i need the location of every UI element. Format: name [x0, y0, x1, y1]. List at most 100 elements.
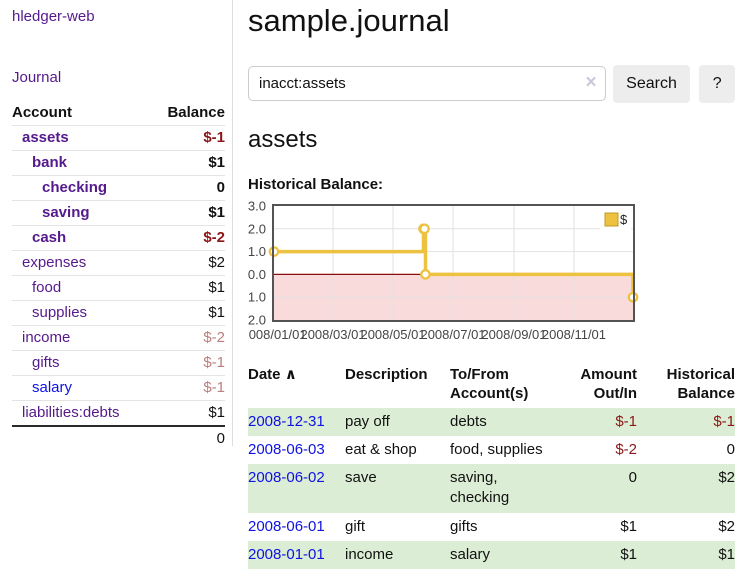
transaction-balance: $2: [637, 513, 735, 541]
account-balance: $1: [151, 276, 225, 301]
chart-y-tick-label: 3.0: [248, 200, 266, 214]
search-input[interactable]: [248, 66, 606, 101]
historical-balance-chart: $3.02.01.00.0-1.0-2.02008/01/012008/03/0…: [248, 200, 735, 350]
account-link[interactable]: saving: [42, 204, 90, 221]
chart-x-tick-label: 2008/05/01: [360, 327, 425, 342]
account-link[interactable]: salary: [32, 379, 72, 396]
accounts-header-balance: Balance: [151, 101, 225, 126]
chart-x-tick-label: 2008/01/01: [248, 327, 307, 342]
chart-x-tick-label: 2008/09/01: [481, 327, 546, 342]
account-balance: $-2: [151, 326, 225, 351]
account-link[interactable]: expenses: [22, 254, 86, 271]
transaction-date-link[interactable]: 2008-06-01: [248, 518, 325, 535]
account-row: checking 0: [12, 176, 225, 201]
register-header-amount: Amount Out/In: [560, 361, 637, 408]
date-header-label: Date: [248, 366, 281, 383]
transaction-amount: $-1: [560, 408, 637, 436]
account-link[interactable]: food: [32, 279, 61, 296]
transaction-description: gift: [345, 513, 450, 541]
chart-y-tick-label: -1.0: [248, 289, 266, 304]
chart-legend-swatch: [605, 213, 618, 226]
transaction-account: salary: [450, 546, 490, 563]
sidebar: hledger-web Journal Account Balance asse…: [0, 0, 233, 446]
accounts-table: Account Balance assets $-1 bank $1 checking 0…: [12, 101, 225, 451]
transaction-balance: $1: [637, 541, 735, 569]
chart-y-tick-label: 2.0: [248, 221, 266, 236]
account-link[interactable]: income: [22, 329, 70, 346]
search-button[interactable]: Search: [613, 65, 691, 103]
transaction-date-link[interactable]: 2008-01-01: [248, 546, 325, 563]
chart-y-tick-label: -2.0: [248, 312, 266, 327]
account-heading: assets: [248, 126, 735, 155]
chart-x-tick-label: 2008/07/01: [420, 327, 485, 342]
transaction-date-link[interactable]: 2008-06-03: [248, 441, 325, 458]
register-header-accounts: To/From Account(s): [450, 361, 560, 408]
account-row: bank $1: [12, 151, 225, 176]
transaction-amount: $1: [560, 513, 637, 541]
account-balance: $2: [151, 251, 225, 276]
transaction-description: eat & shop: [345, 436, 450, 464]
help-button[interactable]: ?: [699, 65, 735, 103]
transaction-amount: 0: [560, 464, 637, 513]
register-row[interactable]: 2008-06-02 savesaving, checking 0$2: [248, 464, 735, 513]
search-box: ×: [248, 65, 606, 103]
account-link[interactable]: checking: [42, 179, 107, 196]
account-row: supplies $1: [12, 301, 225, 326]
transaction-amount: $-2: [560, 436, 637, 464]
account-link[interactable]: supplies: [32, 304, 87, 321]
register-header-description: Description: [345, 361, 450, 408]
register-header-row: Date ∧ Description To/From Account(s) Am…: [248, 361, 735, 408]
accounts-header-row: Account Balance: [12, 101, 225, 126]
transaction-date-link[interactable]: 2008-06-02: [248, 469, 325, 486]
chart-data-point: [420, 224, 428, 232]
transaction-description: save: [345, 464, 450, 513]
register-row[interactable]: 2008-06-03eat & shopfood, supplies$-20: [248, 436, 735, 464]
chart-x-tick-label: 2008/03/01: [300, 327, 365, 342]
sidebar-item-journal[interactable]: Journal: [12, 69, 224, 86]
account-row: saving$1: [12, 201, 225, 226]
register-header-balance: Historical Balance: [637, 361, 735, 408]
transaction-date-link[interactable]: 2008-12-31: [248, 413, 325, 430]
account-row: liabilities:debts $1: [12, 401, 225, 427]
chart-legend-label: $: [620, 212, 628, 227]
chart-y-tick-label: 0.0: [248, 266, 266, 281]
transaction-balance: 0: [637, 436, 735, 464]
transaction-balance: $-1: [637, 408, 735, 436]
search-form: × Search ?: [248, 65, 735, 103]
account-row: income $-2: [12, 326, 225, 351]
transaction-account: gifts: [450, 518, 478, 535]
transaction-account: checking: [450, 489, 509, 506]
transaction-description: income: [345, 541, 450, 569]
transaction-account: saving,: [450, 469, 498, 486]
transaction-balance: $2: [637, 464, 735, 513]
account-link[interactable]: cash: [32, 229, 66, 246]
transaction-amount: $1: [560, 541, 637, 569]
account-link[interactable]: assets: [22, 129, 69, 146]
account-balance: $1: [151, 301, 225, 326]
main-content: sample.journal × Search ? assets Histori…: [248, 0, 735, 569]
account-balance: 0: [151, 176, 225, 201]
account-link[interactable]: liabilities:debts: [22, 404, 120, 421]
transaction-account: debts: [450, 413, 487, 430]
account-balance: $1: [151, 151, 225, 176]
transaction-account: food,: [450, 441, 483, 458]
clear-search-icon[interactable]: ×: [585, 73, 596, 92]
account-link[interactable]: bank: [32, 154, 67, 171]
account-balance: $-1: [151, 351, 225, 376]
page-title: sample.journal: [248, 2, 735, 41]
account-balance: $-1: [151, 376, 225, 401]
account-row: food $1: [12, 276, 225, 301]
transaction-description: pay off: [345, 408, 450, 436]
register-table: Date ∧ Description To/From Account(s) Am…: [248, 361, 735, 570]
register-row[interactable]: 2008-06-01 giftgifts $1$2: [248, 513, 735, 541]
account-link[interactable]: gifts: [32, 354, 60, 371]
accounts-header-account: Account: [12, 101, 151, 126]
account-balance: $1: [151, 401, 225, 427]
app-title-link[interactable]: hledger-web: [12, 8, 224, 25]
register-row[interactable]: 2008-12-31 pay offdebts $-1$-1: [248, 408, 735, 436]
account-row: gifts $-1: [12, 351, 225, 376]
register-row[interactable]: 2008-01-01 incomesalary $1$1: [248, 541, 735, 569]
register-header-date[interactable]: Date ∧: [248, 361, 345, 408]
account-row: cash$-2: [12, 226, 225, 251]
account-row: expenses $2: [12, 251, 225, 276]
